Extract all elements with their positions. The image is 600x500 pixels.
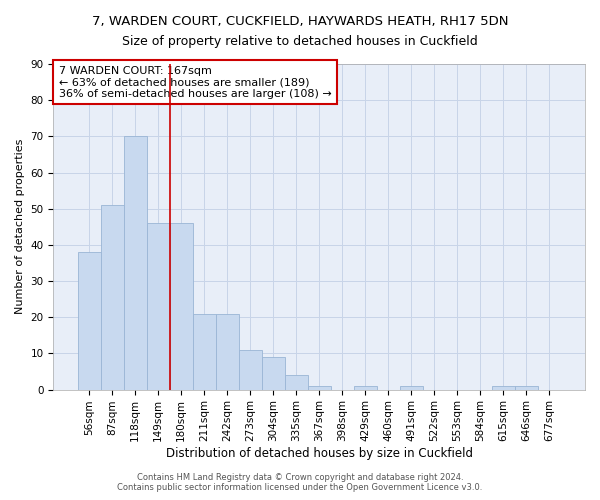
Y-axis label: Number of detached properties: Number of detached properties [15, 139, 25, 314]
Bar [124, 136, 146, 390]
Bar [515, 386, 538, 390]
Text: Contains HM Land Registry data © Crown copyright and database right 2024.
Contai: Contains HM Land Registry data © Crown c… [118, 473, 482, 492]
Text: Size of property relative to detached houses in Cuckfield: Size of property relative to detached ho… [122, 35, 478, 48]
Bar [492, 386, 515, 390]
Bar [354, 386, 377, 390]
Bar [308, 386, 331, 390]
Bar [146, 223, 170, 390]
Bar [284, 375, 308, 390]
Text: 7, WARDEN COURT, CUCKFIELD, HAYWARDS HEATH, RH17 5DN: 7, WARDEN COURT, CUCKFIELD, HAYWARDS HEA… [92, 15, 508, 28]
Bar [215, 314, 239, 390]
X-axis label: Distribution of detached houses by size in Cuckfield: Distribution of detached houses by size … [166, 447, 473, 460]
Bar [400, 386, 423, 390]
Bar [101, 205, 124, 390]
Bar [239, 350, 262, 390]
Bar [193, 314, 215, 390]
Bar [170, 223, 193, 390]
Text: 7 WARDEN COURT: 167sqm
← 63% of detached houses are smaller (189)
36% of semi-de: 7 WARDEN COURT: 167sqm ← 63% of detached… [59, 66, 331, 99]
Bar [77, 252, 101, 390]
Bar [262, 357, 284, 390]
